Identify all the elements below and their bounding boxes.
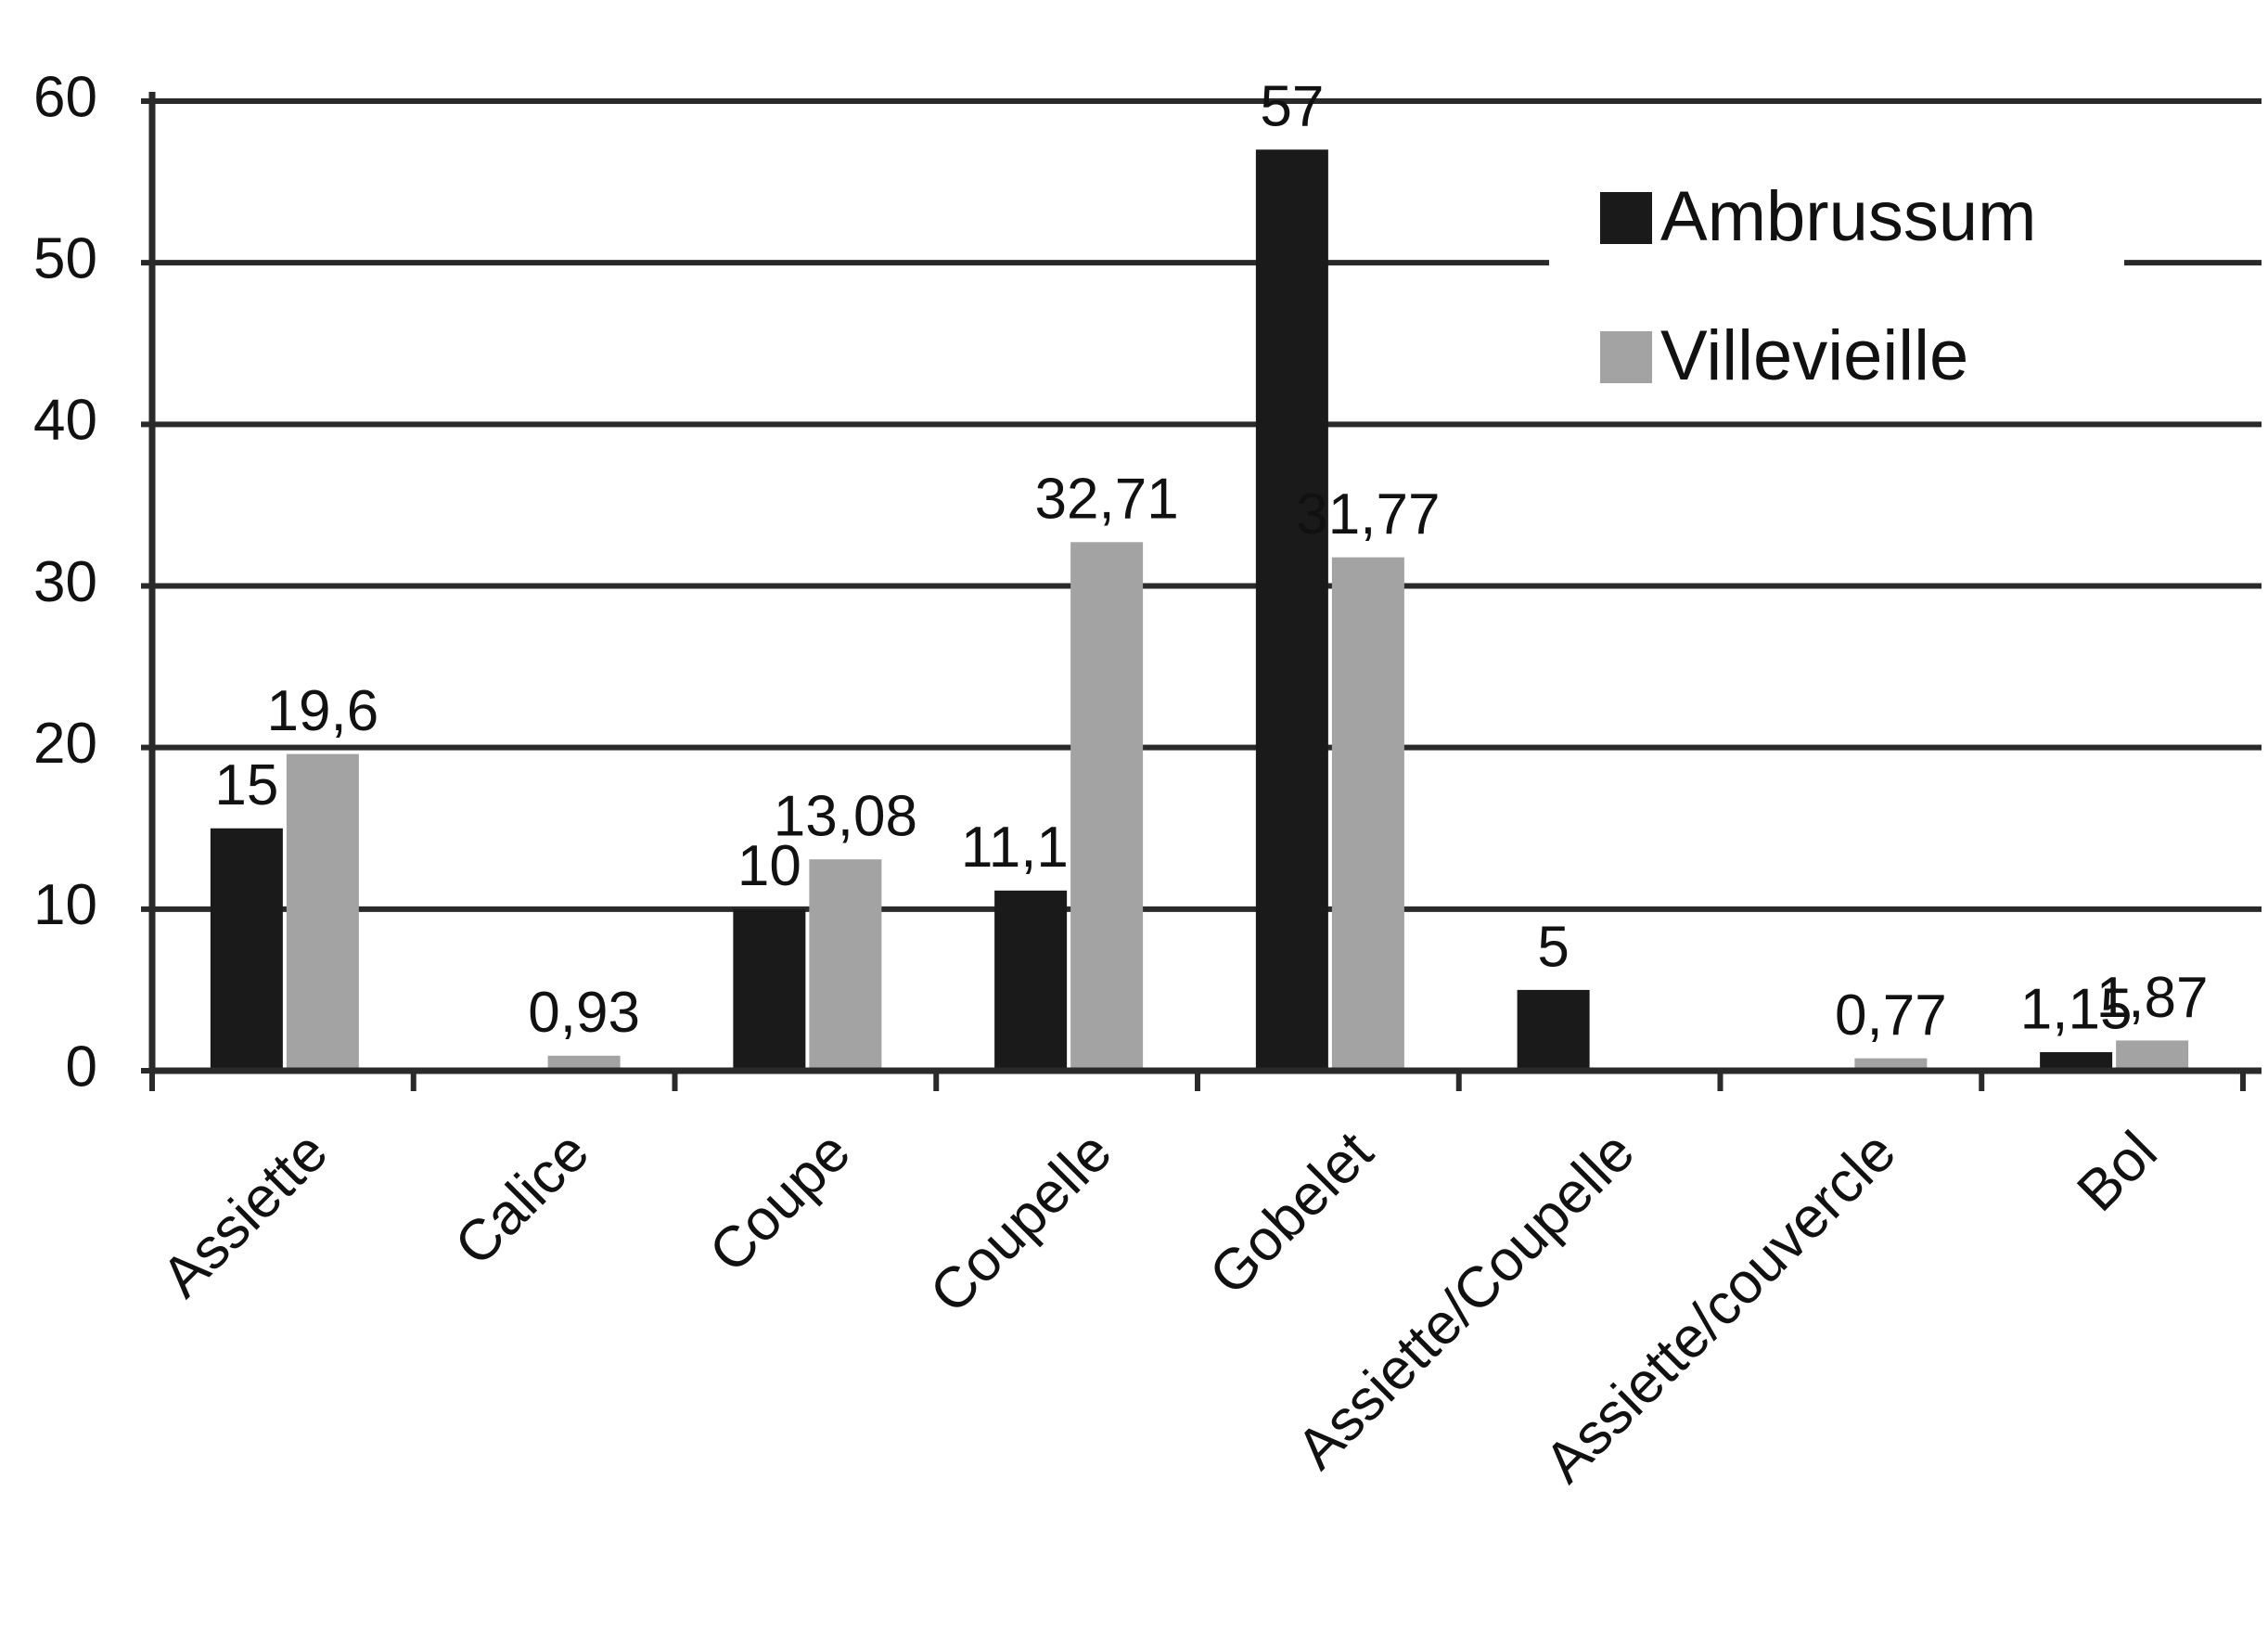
value-label: 1,15 (2020, 977, 2133, 1041)
y-tick-label: 0 (66, 1035, 97, 1099)
value-label: 0,77 (1835, 984, 1947, 1048)
y-tick-label: 20 (33, 712, 97, 776)
x-tick-label: Assiette (150, 1120, 340, 1310)
value-label: 15 (214, 753, 278, 817)
value-label: 13,08 (774, 785, 917, 849)
x-tick-label: Calice (442, 1120, 601, 1279)
bar (210, 828, 283, 1071)
value-label: 31,77 (1296, 482, 1440, 546)
x-tick-label: Coupe (698, 1120, 863, 1285)
legend-swatch (1600, 192, 1652, 244)
y-tick-label: 40 (33, 389, 97, 453)
y-tick-label: 10 (33, 873, 97, 937)
y-tick-label: 50 (33, 227, 97, 291)
y-tick-label: 60 (33, 65, 97, 129)
bar (1331, 557, 1404, 1071)
legend-label: Ambrussum (1660, 177, 2036, 256)
legend-swatch (1600, 331, 1652, 383)
value-label: 57 (1260, 75, 1324, 139)
bar (2116, 1040, 2189, 1071)
bar (994, 890, 1068, 1071)
bar (2040, 1051, 2113, 1071)
x-tick-label: Gobelet (1198, 1120, 1385, 1307)
bar (1070, 542, 1144, 1071)
bar (733, 908, 806, 1071)
value-label: 19,6 (267, 679, 379, 743)
bar (1255, 149, 1328, 1071)
value-label: 0,93 (528, 981, 640, 1045)
bar (286, 753, 359, 1071)
bar (809, 859, 882, 1071)
value-label: 1,87 (2096, 966, 2209, 1030)
bar (547, 1055, 621, 1071)
y-tick-label: 30 (33, 550, 97, 614)
x-tick-label: Coupelle (918, 1120, 1124, 1326)
x-tick-label: Bol (2065, 1120, 2169, 1224)
bar (1517, 989, 1590, 1071)
value-label: 10 (737, 834, 801, 898)
value-label: 5 (1537, 915, 1569, 979)
value-label: 32,71 (1035, 468, 1179, 532)
legend-label: Villevieille (1660, 316, 1968, 395)
